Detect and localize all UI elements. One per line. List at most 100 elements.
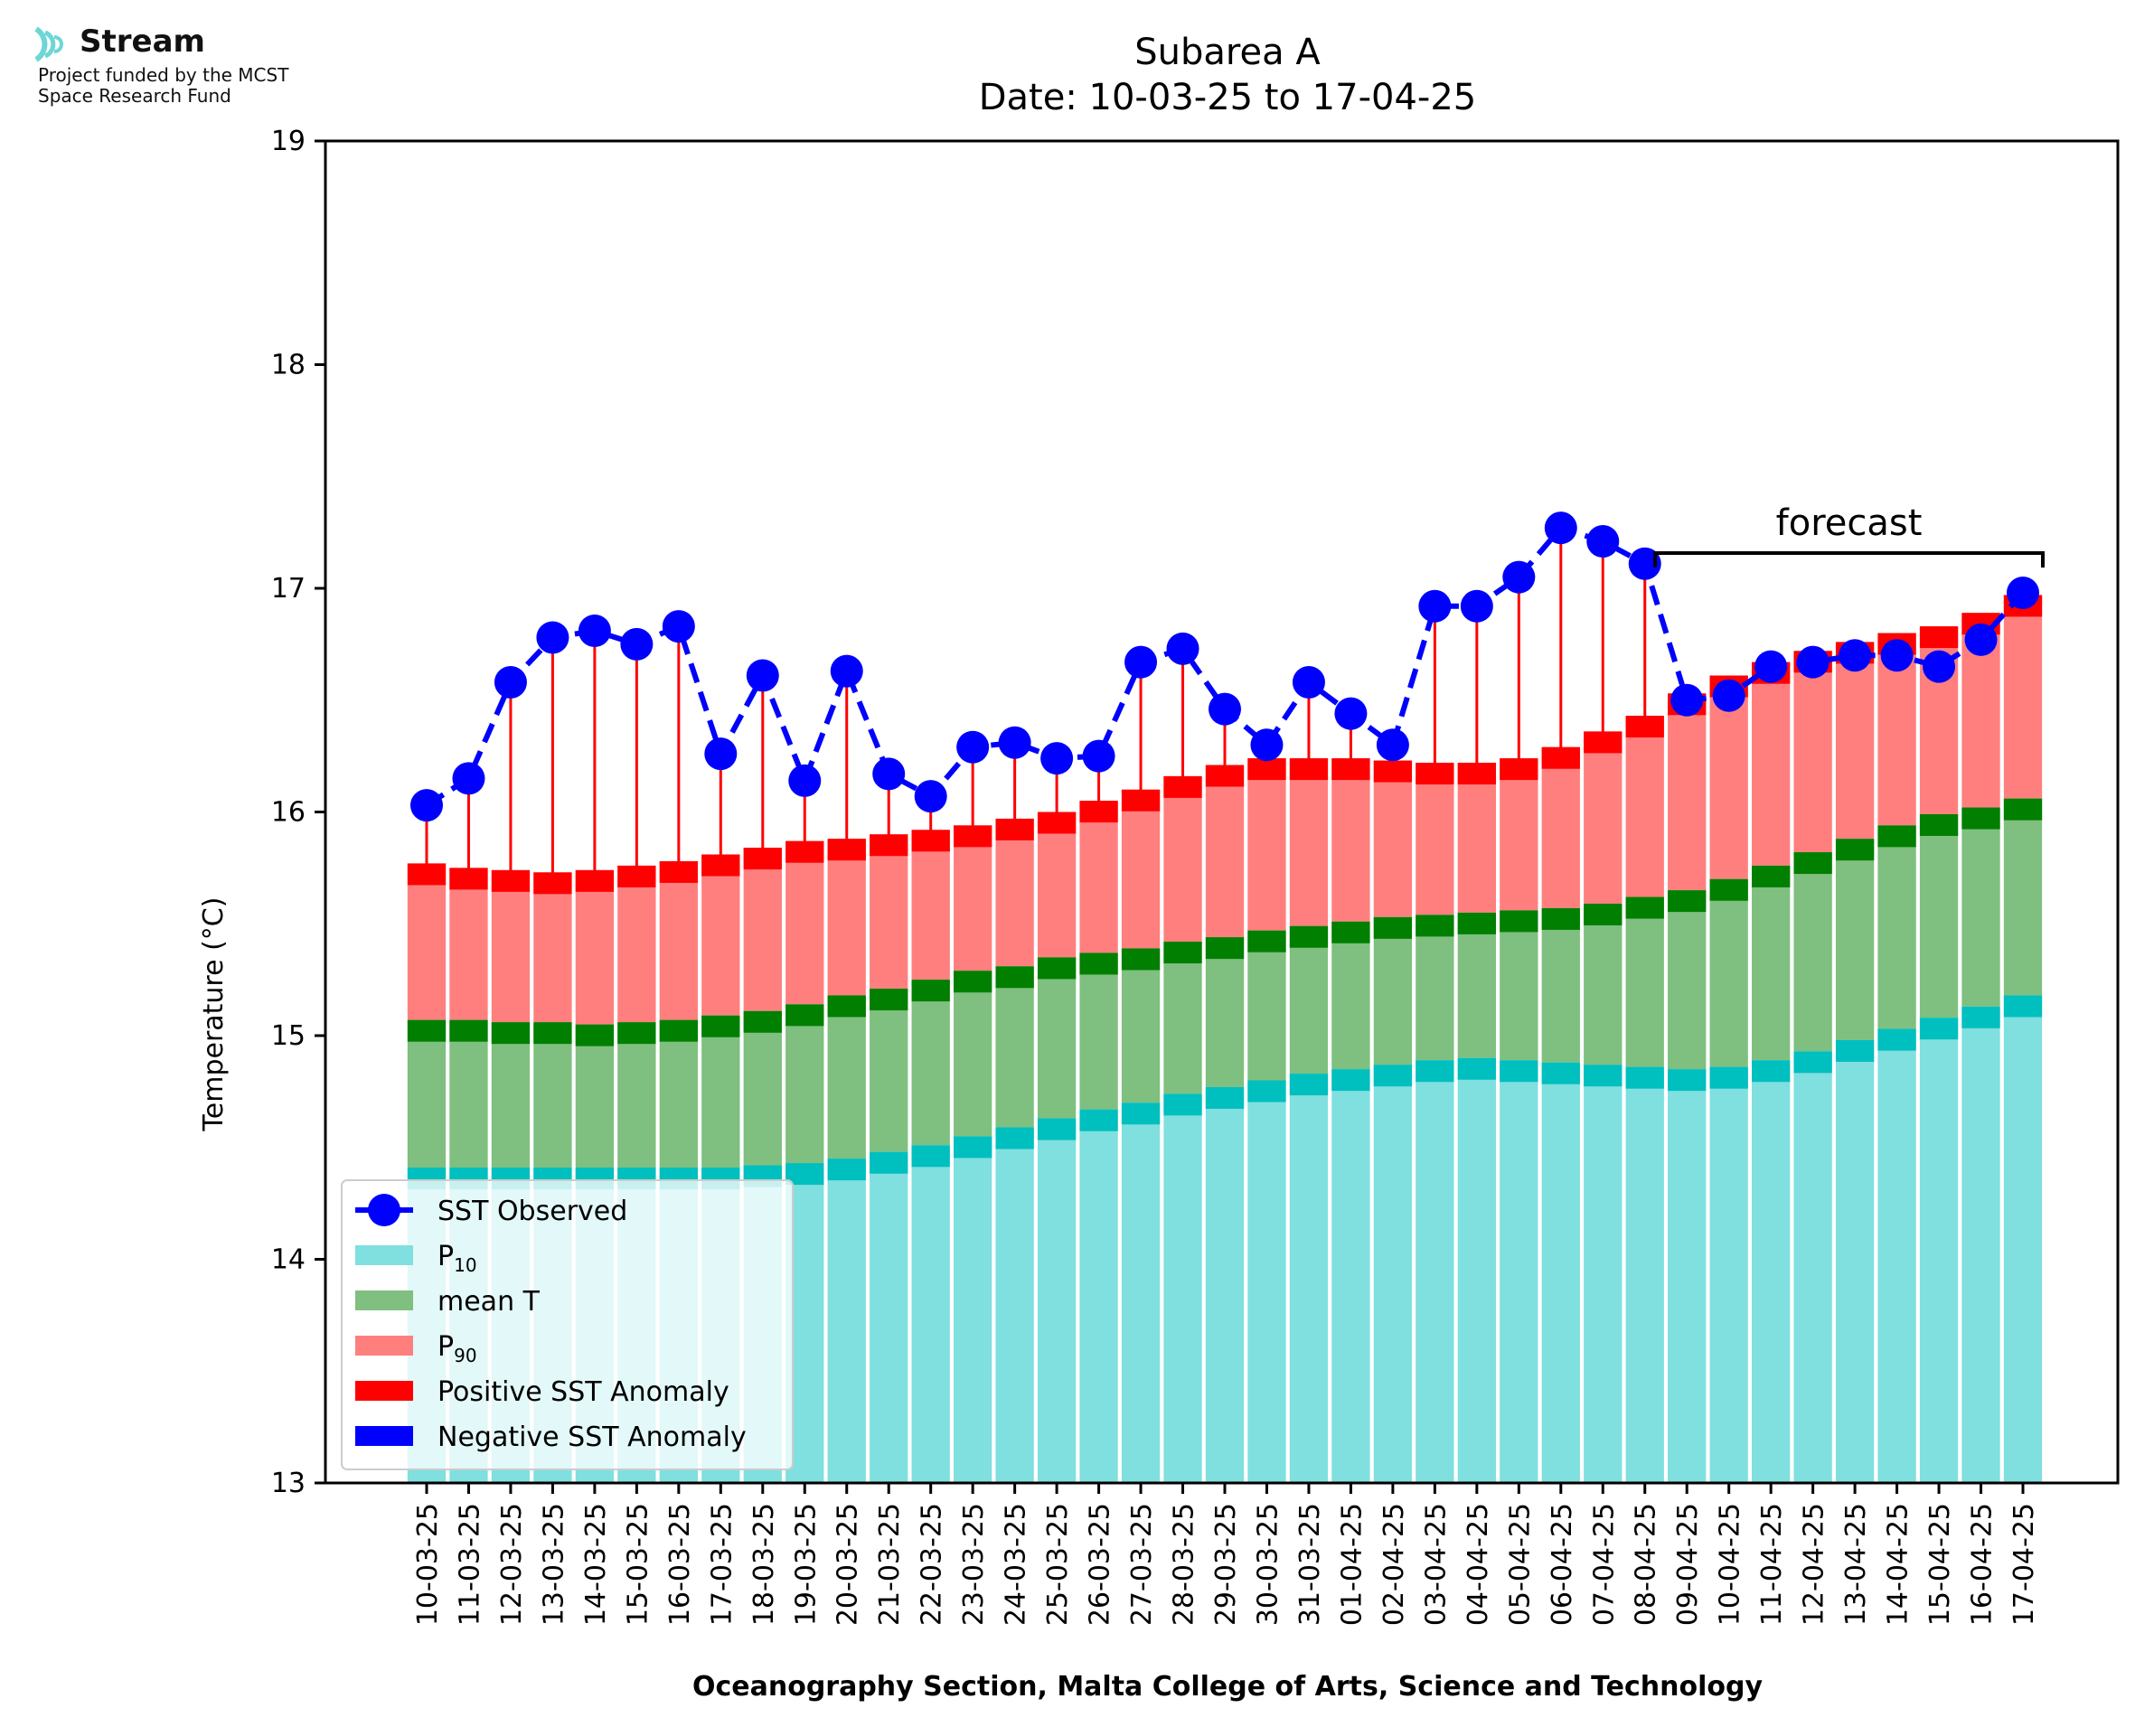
x-tick-label: 27-03-25 [1126,1503,1158,1626]
mean-bar [617,1022,656,1168]
p10-band [1500,1060,1538,1083]
mean-band [1625,896,1664,919]
mean-bar [1877,825,1916,1029]
mean-bar [659,1019,698,1168]
y-tick-label: 18 [271,350,306,381]
mean-band [1835,839,1875,861]
sst-observed-point [2007,576,2039,609]
plot-area: forecast 13 14 15 16 17 18 19 10-03-25 11-03-25 12… [271,126,2120,1626]
mean-bar [1121,948,1161,1103]
p90-bar [1541,746,1580,908]
x-tick-label: 06-04-25 [1547,1503,1578,1626]
x-tick-label: 17-03-25 [706,1503,738,1626]
p90-bar [954,825,992,971]
sst-observed-point [1544,511,1577,545]
p10-band [911,1145,950,1168]
p10-bar [1541,1062,1580,1483]
y-tick-label: 14 [271,1244,306,1276]
chart-title: Subarea A [1134,32,1321,73]
mean-band [1541,907,1580,930]
legend-box [341,1179,794,1470]
mean-bar [1457,912,1496,1058]
x-tick-label: 28-03-25 [1169,1503,1200,1626]
x-tick-label: 23-03-25 [958,1503,990,1626]
p10-band [1877,1028,1916,1051]
p90-bar [743,848,782,1011]
mean-bar [1079,952,1118,1110]
x-tick-label: 12-04-25 [1799,1503,1830,1626]
mean-bar [995,966,1034,1128]
p10-bar [911,1145,950,1483]
p10-bar [1625,1066,1664,1483]
x-tick-label: 09-04-25 [1672,1503,1704,1626]
p10-bar [1793,1051,1832,1483]
x-tick-label: 10-03-25 [412,1503,444,1626]
p90-bar [1625,716,1664,897]
legend-label: SST Observed [437,1196,627,1227]
sst-observed-point [620,627,654,661]
p10-band [1247,1080,1286,1103]
mean-bar [449,1019,488,1168]
mean-band [1373,916,1413,939]
p10-bar [954,1136,992,1483]
legend-label-text: SST Observed [437,1196,627,1227]
p10-bar [1584,1065,1623,1483]
p90-band [1919,626,1959,649]
sst-observed-point [1250,728,1284,762]
legend-label: P10 [437,1241,477,1276]
mean-band [1584,903,1623,925]
legend-patch-swatch [355,1336,413,1356]
mean-bar [1793,852,1832,1052]
p10-band [1037,1118,1077,1140]
p10-bar [1331,1069,1370,1483]
p90-bar [785,840,824,1005]
p10-band [1373,1065,1413,1087]
logo-brand: Stream [80,23,205,60]
p10-band [954,1136,992,1159]
sst-observed-point [1040,742,1074,775]
p10-bar [1457,1057,1496,1483]
p90-bar [1373,760,1413,917]
x-tick-label: 16-04-25 [1967,1503,1999,1626]
p10-band [1752,1060,1791,1083]
legend-label-text: P [437,1241,454,1272]
p10-bar [2003,995,2043,1483]
legend-label: Negative SST Anomaly [437,1422,747,1453]
mean-bar [743,1010,782,1166]
y-tick-label: 19 [271,126,306,157]
legend-label-text: P [437,1331,454,1363]
p10-band [870,1151,908,1174]
x-tick-label: 18-03-25 [748,1503,780,1626]
mean-bar [1500,910,1538,1061]
sst-observed-point [1124,645,1158,679]
mean-band [575,1024,615,1046]
mean-bar [827,995,866,1159]
p90-bar [1289,758,1329,926]
mean-bar [1709,878,1748,1067]
p10-band [827,1159,866,1181]
p10-band [1205,1086,1245,1109]
sst-observed-point [1502,560,1536,594]
p90-bar [407,863,447,1020]
mean-band [1079,952,1118,975]
p90-bar [449,868,488,1020]
mean-band [491,1022,531,1045]
sst-observed-point [494,665,527,699]
p10-band [1668,1069,1707,1092]
mean-band [1961,807,2000,830]
sst-observed-point [1082,739,1115,773]
x-tick-label: 19-03-25 [790,1503,822,1626]
p10-band [1541,1062,1580,1084]
sst-observed-point [452,762,485,795]
sst-observed-point [1209,692,1241,726]
p90-bar [659,860,698,1020]
sst-observed-point [1754,650,1788,683]
p10-band [1961,1006,2000,1028]
legend-label: mean T [437,1286,541,1318]
sst-observed-point [1334,697,1368,730]
p10-bar [1752,1060,1791,1483]
logo: Stream Project funded by the MCST Space R… [33,22,358,121]
p10-bar [870,1151,908,1483]
x-tick-label: 10-04-25 [1715,1503,1746,1626]
p10-band [1709,1066,1748,1089]
